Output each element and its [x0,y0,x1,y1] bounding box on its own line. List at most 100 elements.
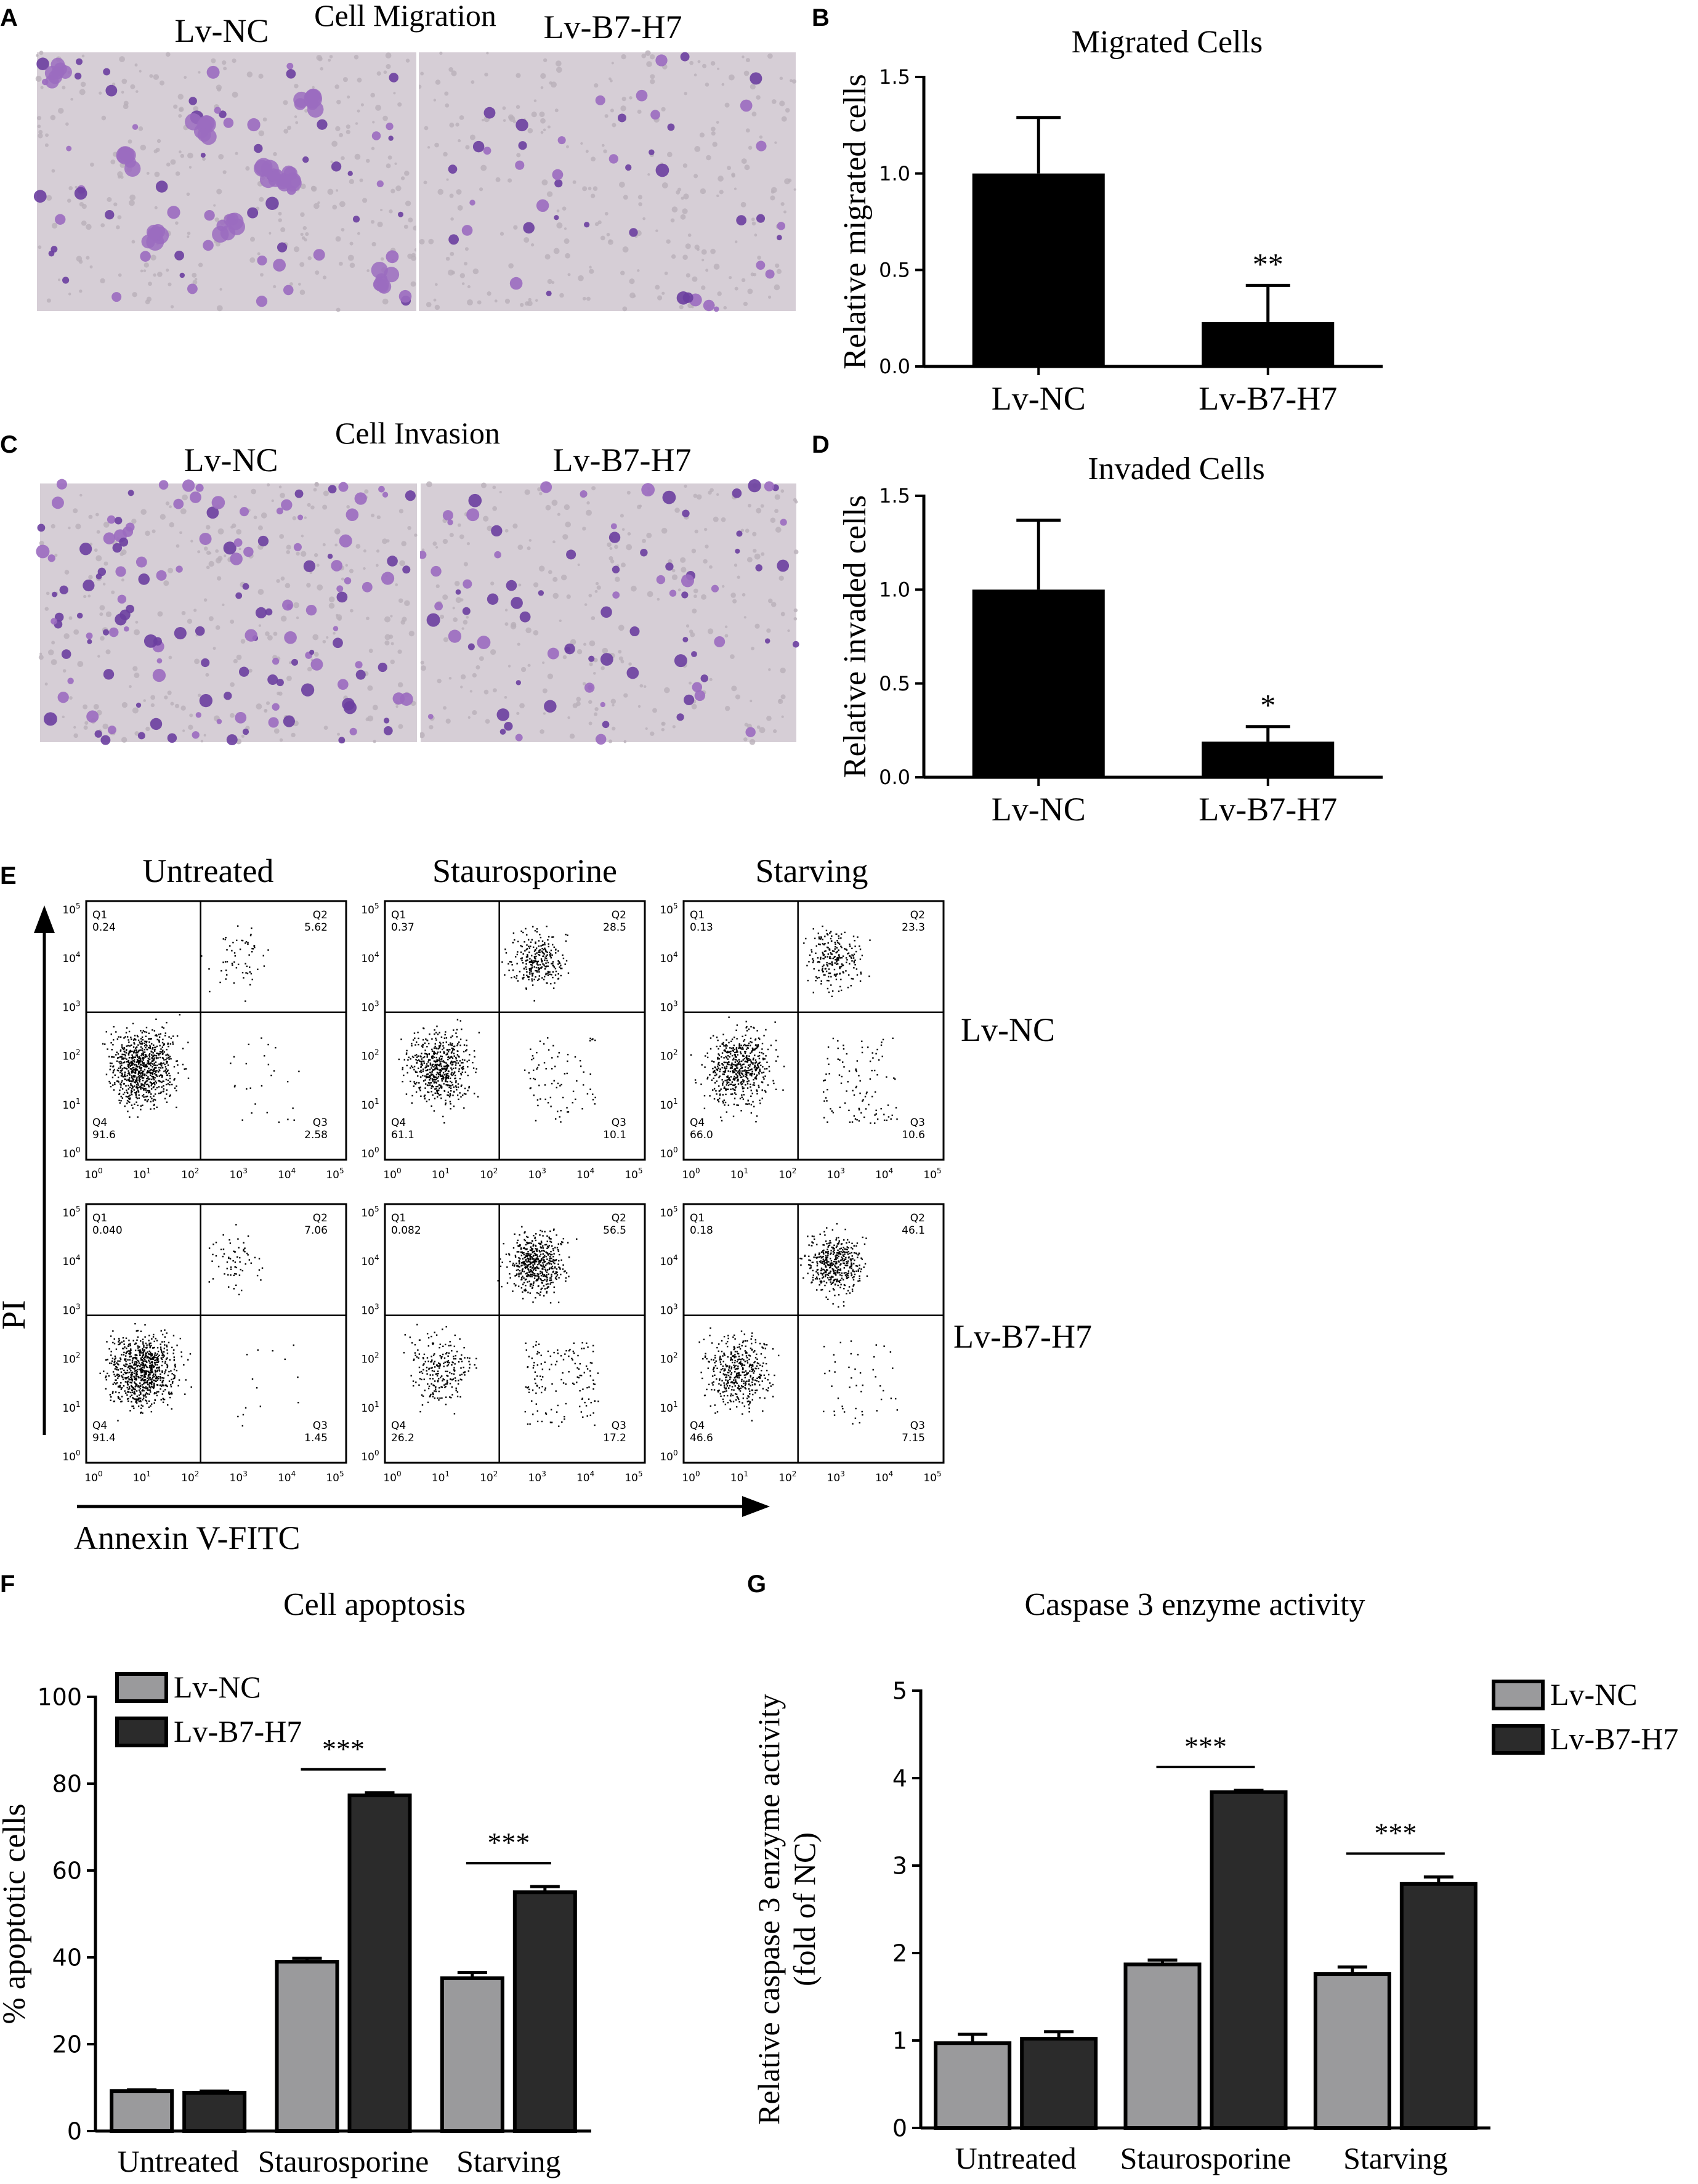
flow-event-dot [544,968,546,970]
migration-left-pore [294,84,299,89]
flow-event-dot [137,1073,139,1075]
flow-event-dot [155,1046,156,1048]
migration-right-pore [611,62,614,65]
migration-right-pore [779,100,785,107]
invasion-right-pore [731,686,737,692]
flow-event-dot [890,1118,892,1120]
invasion-right-pore [724,625,728,628]
invasion-right-cell [427,714,434,719]
flow-event-dot [741,1094,743,1096]
flow-event-dot [722,1041,724,1044]
flow-event-dot [417,1075,419,1077]
invasion-right-pore [766,628,771,633]
flow-event-dot [841,1075,843,1078]
flow-event-dot [723,1057,725,1059]
flow-event-dot [442,1075,444,1078]
flow-event-dot [530,969,532,971]
flow-event-dot [704,1066,706,1068]
flow-event-dot [837,1040,839,1042]
invasion-right-pore [621,528,625,531]
flow-event-dot [123,1091,126,1094]
flow-event-dot [121,1053,123,1056]
flow-event-dot [770,1045,772,1046]
flow-event-dot [243,1242,245,1244]
bar-lv-b7-h7 [1399,1882,1478,2130]
flow-event-dot [819,961,820,963]
flow-event-dot [450,1094,451,1096]
flow-event-dot [432,1080,434,1082]
flow-event-dot [536,963,538,965]
invasion-right-pore [527,546,531,551]
migration-right-pore [524,237,530,243]
flow-event-dot [430,1082,432,1084]
flow-event-dot [505,952,507,954]
flow-event-dot [734,1075,735,1078]
migration-left-cell [347,171,353,176]
flow-event-dot [850,985,852,987]
flow-event-dot [161,1046,164,1048]
flow-event-dot [142,1338,144,1340]
panel-letter-g: G [747,1571,766,1598]
flow-event-dot [142,1083,144,1085]
flow-event-dot [131,1365,132,1367]
flow-event-dot [164,1063,166,1066]
flow-event-dot [856,1118,858,1121]
flow-event-dot [160,1091,162,1093]
flow-event-dot [861,1046,863,1048]
invasion-left-cell [272,703,280,711]
flow-event-dot [249,966,251,968]
flow-event-dot [704,1055,706,1057]
flow-event-dot [153,1086,155,1088]
flow-event-dot [750,1104,753,1106]
flow-event-dot [128,1072,130,1074]
flow-event-dot [750,1069,751,1071]
flow-event-dot [241,971,244,974]
flow-event-dot [153,1059,155,1061]
migration-right-pore [741,278,746,283]
x-tick-label: Untreated [118,2144,239,2178]
flow-event-dot [742,1090,744,1093]
flow-event-dot [522,977,524,979]
flow-event-dot [226,1268,228,1269]
flow-event-dot [140,1073,142,1075]
invasion-left-pore [399,560,405,567]
flow-event-dot [845,957,847,959]
invasion-right-cell [467,643,475,650]
flow-event-dot [136,1069,138,1070]
flow-event-dot [251,927,253,929]
flow-event-dot [437,1068,439,1070]
flow-event-dot [132,1057,135,1059]
flow-event-dot [562,1096,564,1099]
flow-event-dot [844,931,846,934]
flow-event-dot [135,1064,137,1066]
flow-event-dot [440,1065,443,1067]
flow-event-dot [123,1067,126,1069]
flow-event-dot [152,1069,154,1072]
flow-event-dot [172,1035,174,1037]
flow-event-dot [557,960,559,962]
invasion-left-pore [95,555,102,562]
flow-event-dot [425,1038,427,1040]
invasion-right-pore [724,705,730,711]
flow-event-dot [116,1369,118,1370]
invasion-right-pore [539,491,543,496]
significance-label: ** [1253,246,1284,281]
flow-event-dot [156,1359,158,1361]
flow-plot-frame [384,900,646,1161]
invasion-right-pore [588,700,592,704]
invasion-left-cell [126,604,135,613]
invasion-left-pore [230,713,235,718]
flow-event-dot [137,1035,139,1038]
flow-event-dot [138,1057,140,1059]
invasion-right-pore [759,727,766,734]
flow-event-dot [165,1078,168,1081]
flow-event-dot [433,1082,435,1084]
invasion-left-pore [129,685,132,689]
flow-event-dot [749,1074,751,1076]
flow-event-dot [140,1049,142,1051]
invasion-left-cell [216,719,222,724]
migration-right-pore [621,97,626,102]
migration-left-pore [341,156,345,161]
invasion-left-cell [47,554,55,562]
flow-event-dot [131,1093,133,1096]
